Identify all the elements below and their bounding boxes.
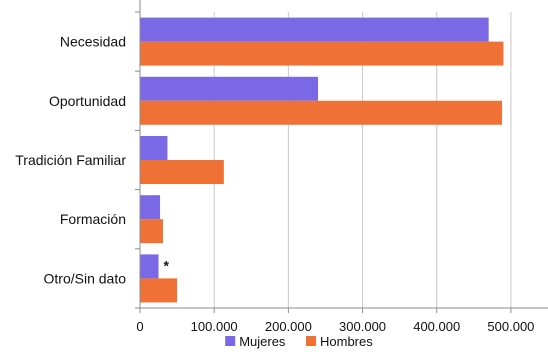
legend-label-mujeres: Mujeres [239, 334, 286, 349]
bar-hombres [140, 160, 224, 184]
x-tick-label: 500.000 [487, 319, 534, 334]
category-labels: Necesidad Oportunidad Tradición Familiar Fo… [15, 34, 126, 287]
x-tick-label: 0 [136, 319, 143, 334]
x-tick-labels: 0 100.000 200.000 300.000 400.000 500.000 [136, 319, 534, 334]
bar-hombres [140, 100, 503, 125]
bar-mujeres [140, 17, 489, 42]
axes [135, 0, 548, 313]
x-tick-label: 300.000 [339, 319, 386, 334]
category-label: Otro/Sin dato [44, 270, 127, 286]
legend-label-hombres: Hombres [320, 334, 373, 349]
bar-hombres [140, 278, 178, 303]
category-label: Necesidad [60, 34, 126, 50]
bar-mujeres [140, 254, 159, 279]
x-tick-label: 100.000 [191, 319, 238, 334]
category-label: Oportunidad [49, 93, 126, 109]
legend-swatch-mujeres [225, 336, 236, 346]
bar-mujeres [140, 195, 161, 220]
legend-swatch-hombres [306, 336, 316, 346]
category-label: Tradición Familiar [15, 152, 126, 168]
bars [140, 17, 504, 303]
annotations: * [164, 257, 170, 273]
bar-mujeres [140, 76, 319, 101]
category-label: Formación [60, 211, 126, 227]
legend: Mujeres Hombres [225, 334, 373, 349]
bar-hombres [140, 219, 163, 244]
x-tick-label: 400.000 [413, 319, 460, 334]
bar-hombres [140, 41, 504, 66]
bar-mujeres [140, 136, 168, 160]
annotation-note: * [164, 257, 170, 273]
x-tick-label: 200.000 [265, 319, 312, 334]
